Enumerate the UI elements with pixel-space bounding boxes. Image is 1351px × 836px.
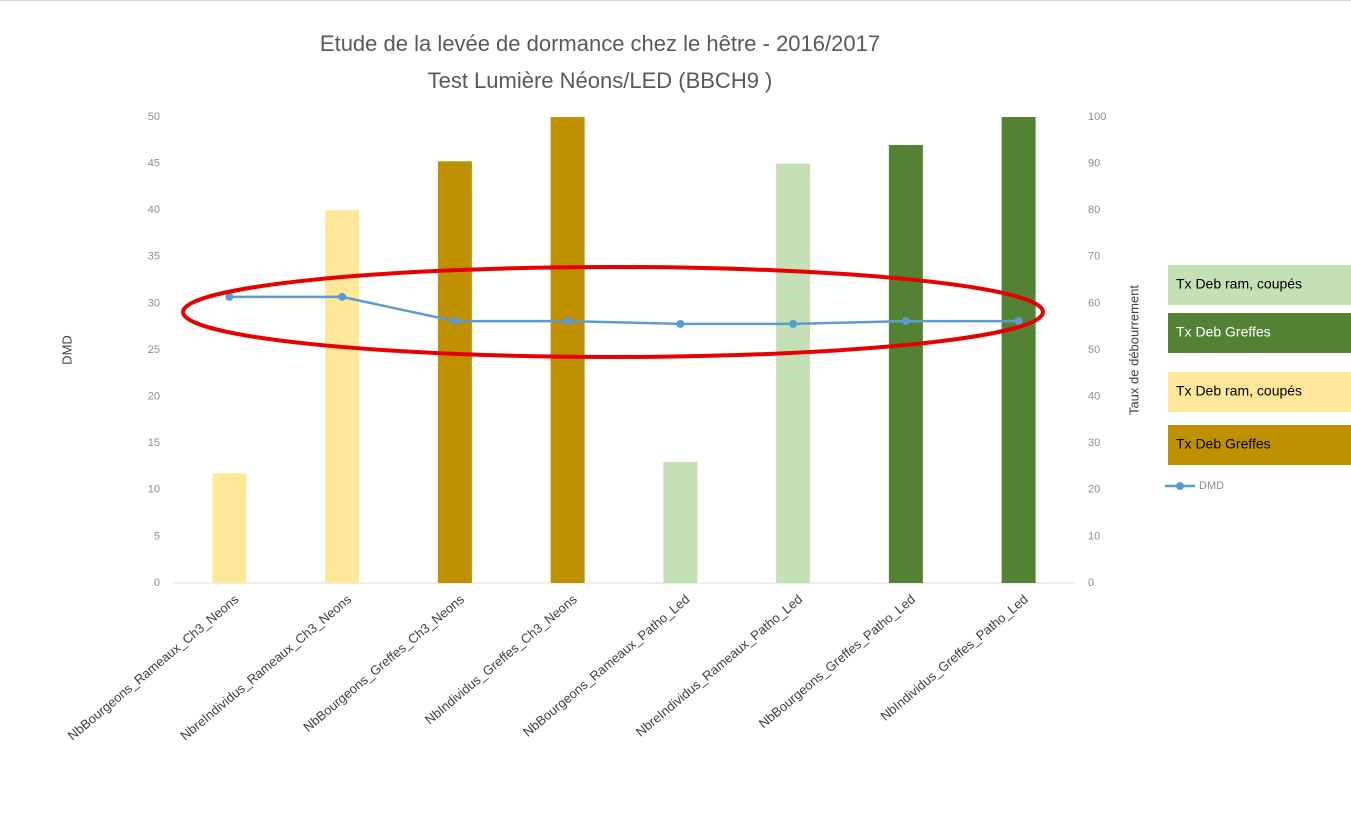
y-tick-label: 5 [154, 530, 160, 542]
legend-label: Tx Deb Greffes [1176, 324, 1271, 340]
bar [212, 473, 247, 583]
legend-swatch [1168, 313, 1351, 353]
marker [676, 319, 685, 328]
legend-label: Tx Deb ram, coupés [1176, 383, 1302, 399]
y-tick-label: 10 [148, 484, 160, 496]
y2-tick-label: 70 [1088, 251, 1100, 263]
y2-tick-label: 60 [1088, 297, 1100, 309]
y-tick-label: 30 [148, 297, 160, 309]
marker [1014, 317, 1023, 326]
marker [450, 317, 459, 326]
legend-label: DMD [1199, 480, 1224, 492]
y2-tick-label: 80 [1088, 204, 1100, 216]
y2-tick-label: 90 [1088, 158, 1100, 170]
y2-tick-label: 10 [1088, 530, 1100, 542]
highlight-ellipse [181, 265, 1045, 359]
y2-tick-label: 20 [1088, 484, 1100, 496]
bar [888, 144, 923, 583]
y-axis-title: DMD [59, 335, 74, 365]
y2-tick-label: 40 [1088, 391, 1100, 403]
bar [550, 117, 585, 583]
y-tick-label: 25 [148, 344, 160, 356]
marker [338, 292, 347, 301]
plot-area: 0 5 10 15 20 25 30 35 40 45 50 0 10 20 30 40 50 60 70 80 90 1… [65, 111, 1107, 743]
legend-label: Tx Deb ram, coupés [1176, 276, 1302, 292]
legend-swatch [1168, 425, 1351, 465]
marker [789, 319, 798, 328]
bar [325, 210, 360, 583]
legend-label: Tx Deb Greffes [1176, 436, 1271, 452]
y-tick-label: 45 [148, 158, 160, 170]
bar [663, 461, 698, 583]
bar [437, 161, 472, 583]
marker [901, 317, 910, 326]
y2-tick-label: 0 [1088, 577, 1094, 589]
bar [1001, 117, 1036, 583]
y-tick-label: 15 [148, 437, 160, 449]
y-tick-label: 20 [148, 391, 160, 403]
legend-swatch [1168, 372, 1351, 412]
y-tick-label: 35 [148, 251, 160, 263]
chart-subtitle: Test Lumière Néons/LED (BBCH9 ) [428, 68, 773, 93]
bar [776, 163, 811, 583]
legend-marker [1176, 482, 1184, 490]
chart-title: Etude de la levée de dormance chez le hê… [320, 31, 880, 56]
marker [563, 317, 572, 326]
marker [225, 292, 234, 301]
y2-tick-label: 50 [1088, 344, 1100, 356]
y-tick-label: 40 [148, 204, 160, 216]
x-tick-label: NbBourgeons_Rameaux_Ch3_Neons [65, 591, 242, 743]
line [229, 295, 1019, 326]
y2-tick-label: 30 [1088, 437, 1100, 449]
y-tick-label: 50 [148, 111, 160, 123]
legend-swatch [1168, 265, 1351, 305]
y2-axis-title: Taux de débourrement [1126, 285, 1141, 415]
y-tick-label: 0 [154, 577, 160, 589]
y2-tick-label: 100 [1088, 111, 1106, 123]
